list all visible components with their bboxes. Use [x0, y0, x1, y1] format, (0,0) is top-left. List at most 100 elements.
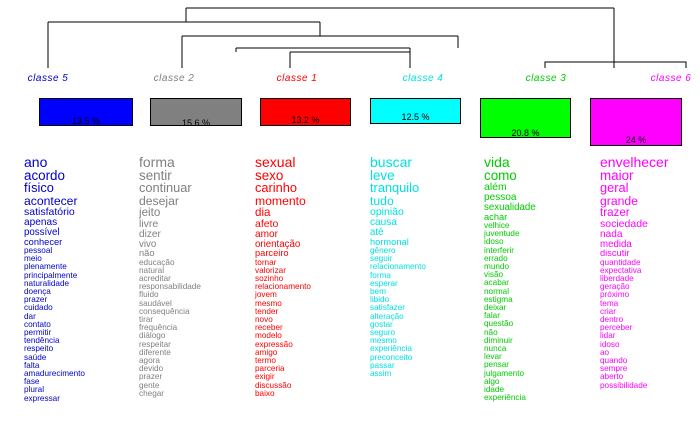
word-item: sexual	[255, 154, 296, 170]
word-item: vida	[484, 154, 510, 170]
word-item: exigir	[255, 372, 275, 382]
word-item: termo	[255, 356, 276, 366]
word-item: expressar	[24, 393, 60, 403]
word-item: plural	[24, 385, 45, 395]
word-item: desejar	[139, 194, 179, 209]
word-item: deixar	[484, 303, 507, 313]
word-item: ao	[600, 347, 610, 357]
word-item: mesmo	[370, 336, 397, 346]
word-item: sentir	[139, 168, 172, 183]
dendrogram	[47, 7, 687, 68]
class-percentage: 15.6 %	[181, 118, 211, 128]
word-item: liberdade	[600, 274, 634, 283]
dendrogram-inner-branch	[235, 36, 459, 68]
word-item: não	[484, 327, 498, 337]
word-list-classe-1: sexual sexo carinho momento dia afeto amor orie…	[255, 155, 311, 398]
word-item: libido	[370, 295, 390, 305]
word-item: principalmente	[24, 270, 78, 280]
word-list-classe-2: forma sentir continuar desejar jeito livre diz…	[139, 155, 201, 398]
word-item: estigma	[484, 294, 513, 304]
word-item: achar	[484, 211, 508, 222]
class-label: classe 2	[153, 73, 195, 84]
word-item: como	[484, 168, 517, 183]
word-item: carinho	[255, 180, 297, 196]
word-item: acreditar	[139, 274, 171, 283]
word-item: dizer	[139, 228, 161, 240]
word-item: físico	[24, 180, 54, 196]
word-item: livre	[139, 218, 159, 230]
word-item: velhice	[484, 221, 510, 230]
word-item: diminuir	[484, 335, 513, 345]
word-item: questão	[484, 319, 514, 329]
word-item: gênero	[370, 246, 396, 255]
word-item: educação	[139, 257, 175, 267]
word-item: chegar	[139, 388, 165, 398]
word-item: gente	[139, 380, 160, 390]
word-item: momento	[255, 194, 306, 209]
word-item: alteração	[370, 311, 404, 321]
word-item: consequência	[139, 306, 190, 316]
class-percentage-box: 13.5 %	[39, 98, 133, 126]
word-item: dia	[255, 206, 271, 220]
word-item: receber	[255, 323, 283, 333]
word-item: prazer	[139, 372, 163, 382]
word-item: conhecer	[24, 236, 63, 247]
word-item: buscar	[370, 154, 413, 170]
word-item: normal	[484, 286, 510, 296]
word-item: opinião	[370, 206, 404, 219]
word-item: tudo	[370, 194, 394, 209]
word-list-classe-6: envelhecer maior geral grande trazer sociedad…	[600, 155, 669, 390]
class-percentage-box: 12.5 %	[370, 98, 461, 124]
word-item: satisfazer	[370, 303, 406, 313]
class-percentage: 13.5 %	[71, 116, 101, 126]
word-item: hormonal	[370, 236, 409, 247]
word-item: grande	[600, 194, 638, 209]
word-item: criar	[600, 306, 616, 316]
word-item: diferente	[139, 347, 171, 357]
word-item: envelhecer	[600, 154, 669, 170]
word-item: baixo	[255, 388, 275, 398]
word-item: expectativa	[600, 265, 642, 275]
word-item: mesmo	[255, 298, 282, 308]
word-item: acordo	[24, 168, 65, 183]
word-item: quando	[600, 356, 628, 366]
word-item: saudável	[139, 298, 172, 308]
word-item: gostar	[370, 319, 393, 329]
word-item: tirar	[139, 315, 154, 325]
word-item: discussão	[255, 380, 292, 390]
word-item: idoso	[600, 339, 620, 349]
word-item: parceria	[255, 364, 285, 374]
word-item: saúde	[24, 352, 47, 362]
dendrogram-root-branch	[185, 7, 615, 68]
word-item: falta	[24, 360, 40, 370]
word-item: apenas	[24, 216, 58, 228]
word-item: visão	[484, 270, 504, 280]
word-item: além	[484, 181, 507, 194]
word-item: tornar	[255, 257, 277, 267]
word-item: vivo	[139, 238, 157, 250]
class-percentage-box: 13.2 %	[260, 98, 351, 126]
word-item: experiência	[370, 344, 412, 354]
word-item: dar	[24, 311, 36, 321]
word-item: diálogo	[139, 331, 166, 341]
word-item: quantidade	[600, 257, 641, 267]
word-item: possibilidade	[600, 380, 648, 390]
word-item: idade	[484, 385, 505, 395]
class-percentage-box: 24 %	[590, 98, 682, 146]
word-item: novo	[255, 315, 273, 325]
word-item: seguir	[370, 254, 393, 264]
word-item: tender	[255, 306, 279, 316]
word-item: jovem	[255, 290, 277, 300]
word-item: assim	[370, 369, 392, 379]
word-item: agora	[139, 356, 160, 366]
word-item: forma	[370, 270, 391, 280]
word-item: afeto	[255, 218, 279, 230]
word-item: natural	[139, 265, 165, 275]
word-item: discutir	[600, 248, 630, 259]
word-item: permitir	[24, 328, 52, 338]
class-percentage: 12.5 %	[401, 112, 430, 122]
word-item: passar	[370, 360, 395, 370]
word-item: esperar	[370, 278, 398, 288]
word-item: aberto	[600, 372, 624, 382]
word-item: tema	[600, 298, 619, 308]
